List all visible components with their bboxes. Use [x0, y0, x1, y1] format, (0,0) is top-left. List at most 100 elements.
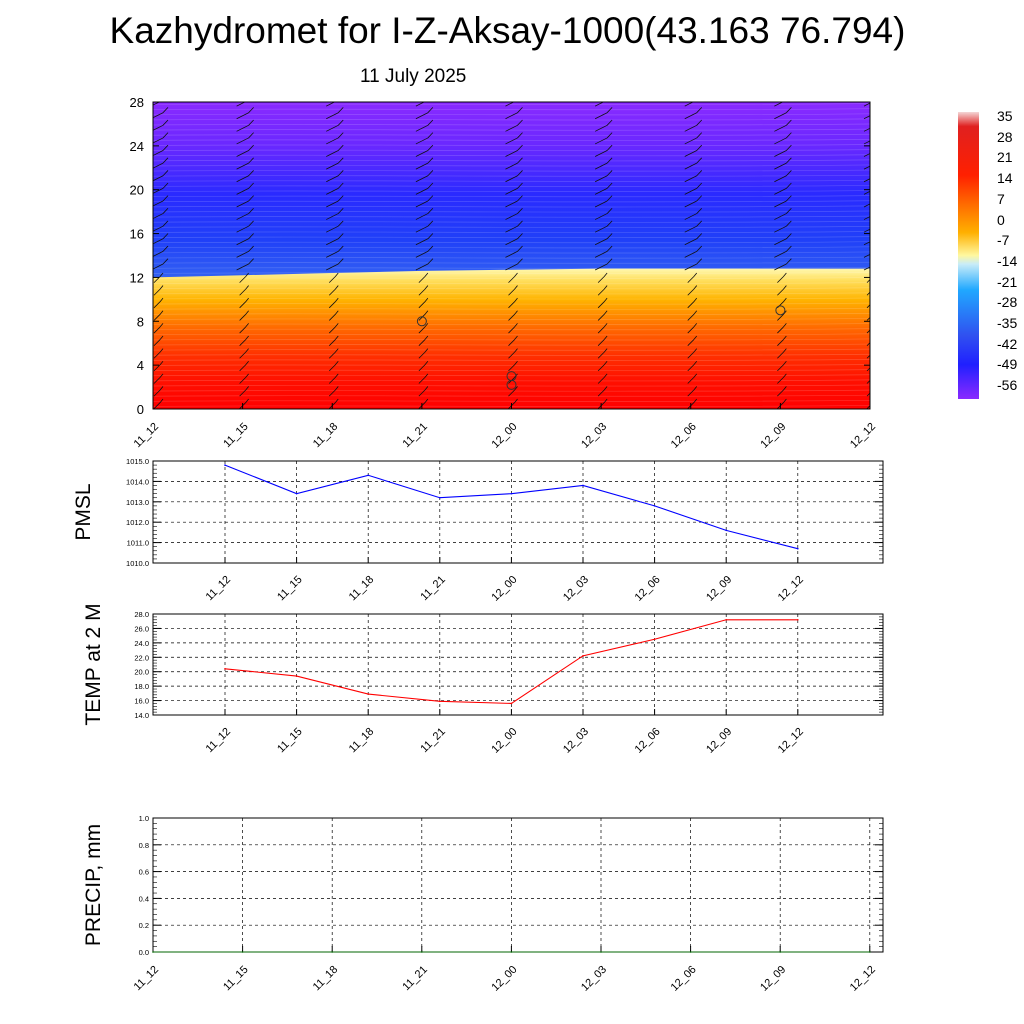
isoline	[153, 195, 870, 198]
wind-barb	[777, 323, 787, 334]
colorbar-label: 7	[997, 190, 1005, 207]
wind-barb	[153, 398, 164, 409]
y-tick-label: 0.4	[139, 894, 149, 903]
wind-barb	[687, 335, 698, 346]
isoline	[153, 353, 870, 356]
wind-barb	[777, 335, 787, 346]
wind-barb	[328, 285, 339, 296]
wind-barb	[863, 165, 870, 170]
wind-barb	[153, 335, 164, 346]
isoline	[153, 297, 870, 300]
wind-barb	[326, 182, 344, 195]
wind-barb	[239, 323, 249, 334]
wind-barb	[326, 119, 344, 132]
x-tick-label: 11_18	[311, 964, 341, 994]
x-tick-label: 12_06	[669, 421, 699, 451]
wind-barb	[415, 182, 434, 195]
data-point	[295, 675, 298, 677]
wind-barb	[684, 157, 703, 170]
wind-barb	[684, 258, 703, 271]
wind-barb	[153, 386, 164, 397]
x-tick-label: 11_21	[400, 964, 430, 994]
wind-barb	[153, 207, 169, 220]
isoline	[153, 359, 870, 361]
isoline	[153, 333, 870, 336]
wind-barb	[505, 233, 523, 246]
wind-barb	[328, 297, 339, 309]
colorbar-label: -21	[997, 273, 1018, 290]
data-point	[241, 951, 244, 953]
wind-barb	[684, 220, 703, 233]
wind-barb	[326, 144, 344, 157]
wind-barb	[774, 245, 792, 258]
isoline	[153, 348, 870, 351]
wind-barb	[684, 119, 703, 132]
data-point	[797, 547, 799, 550]
data-point	[582, 655, 584, 657]
data-point	[421, 951, 423, 953]
wind-barb	[866, 342, 870, 346]
data-point	[725, 618, 727, 621]
wind-barb	[774, 170, 792, 183]
y-tick-label: 20	[130, 183, 144, 198]
y-tick-label: 14.0	[134, 711, 149, 720]
isoline	[153, 302, 870, 305]
wind-barb	[594, 102, 605, 107]
x-tick-label: 11_12	[204, 726, 234, 756]
wind-barb	[594, 233, 613, 246]
isoline	[153, 328, 870, 331]
data-point	[224, 668, 226, 670]
lower-atmosphere-fill	[153, 268, 870, 409]
y-tick-label: 1015.0	[126, 457, 149, 466]
x-tick-label: 11_18	[347, 574, 377, 604]
wind-barb	[863, 178, 870, 183]
y-tick-label: 0.6	[139, 868, 149, 877]
wind-barb	[326, 195, 344, 208]
wind-barb	[153, 132, 169, 144]
isoline	[153, 118, 870, 121]
wind-barb	[153, 245, 169, 257]
y-tick-label: 24	[130, 139, 144, 154]
isoline	[153, 231, 870, 233]
data-point	[510, 702, 513, 705]
wind-barb	[505, 220, 523, 233]
wind-barb	[153, 323, 164, 334]
wind-barb	[505, 170, 523, 183]
wind-barb	[326, 220, 344, 233]
wind-barb	[153, 310, 164, 321]
x-tick-label: 12_06	[633, 726, 663, 756]
isoline	[153, 149, 870, 152]
wind-barb	[153, 285, 164, 296]
wind-barb	[863, 102, 870, 107]
wind-barb	[328, 310, 339, 321]
wind-barb	[153, 233, 169, 245]
wind-barb	[326, 233, 344, 246]
wind-barb	[328, 335, 339, 346]
wind-barb	[418, 310, 429, 321]
wind-barb	[594, 119, 613, 132]
data-point	[367, 693, 370, 695]
wind-barb	[684, 170, 703, 183]
wind-barb	[505, 258, 523, 271]
wind-barb	[418, 386, 429, 397]
wind-barb	[863, 253, 870, 258]
wind-barb	[326, 245, 344, 258]
isoline	[153, 277, 870, 280]
wind-barb	[863, 241, 870, 246]
wind-barb	[684, 195, 703, 208]
wind-barb	[326, 107, 344, 120]
x-tick-label: 12_09	[704, 726, 734, 756]
calm-marker	[775, 305, 786, 316]
isoline	[153, 185, 870, 187]
x-tick-label: 11_15	[275, 574, 305, 604]
wind-barb	[153, 360, 164, 372]
wind-barb	[687, 310, 698, 321]
y-tick-label: 28.0	[134, 610, 149, 619]
wind-barb	[236, 132, 254, 145]
wind-barb	[236, 245, 254, 258]
isoline	[153, 251, 870, 254]
isoline	[153, 389, 870, 392]
wind-barb	[777, 348, 787, 359]
wind-barb	[153, 157, 169, 169]
isoline	[153, 190, 870, 193]
